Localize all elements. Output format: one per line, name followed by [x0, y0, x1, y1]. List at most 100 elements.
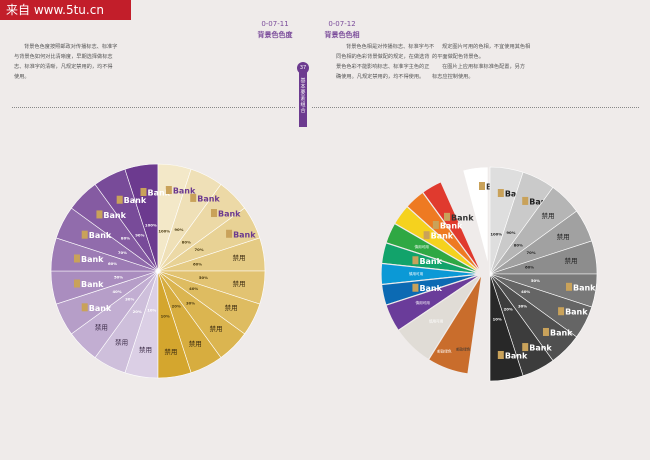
brand-mark-icon: [210, 209, 217, 218]
ring-percent-label: 80%: [121, 235, 130, 240]
para-line: 与背景色如何对比清晰度，早期选择做标志: [14, 54, 113, 60]
brand-word: Bank: [103, 211, 126, 220]
ring-percent-label: 10%: [147, 308, 156, 313]
dotted-divider-left: [12, 107, 295, 108]
forbidden-label: 禁用: [541, 212, 554, 220]
para-line: 使用。: [14, 74, 30, 80]
watermark-banner: 来自 www.5tu.cn: [0, 0, 131, 20]
brand-logo-on-gold: Bank: [190, 193, 220, 203]
brand-word: Bank: [550, 328, 573, 337]
brand-mark-icon: [165, 186, 172, 195]
forbidden-label: 禁用: [564, 257, 577, 265]
brand-mark-icon: [412, 256, 419, 265]
brand-mark-icon: [522, 196, 529, 205]
forbidden-label: 禁用: [139, 346, 152, 354]
brand-word: Bank: [529, 197, 552, 206]
ring-percent-label: 20%: [133, 309, 142, 314]
para-line: 志、标准字的清晰，凡规定禁用的，均不得: [14, 64, 113, 70]
page-number-badge: 37: [297, 62, 309, 74]
ring-percent-label: 20%: [504, 307, 513, 312]
para-line: 标志应控制使用。: [432, 74, 474, 80]
para-line: 确使用。凡规定禁用的，均不得使用。: [336, 74, 425, 80]
brand-word: Bank: [529, 344, 552, 353]
gold-tint-slice: [157, 270, 192, 379]
brand-mark-icon: [81, 230, 88, 239]
ring-percent-label: 80%: [514, 243, 523, 248]
forbidden-label: 禁用: [209, 325, 222, 333]
brand-mark-icon: [423, 231, 430, 240]
brand-mark-icon: [73, 254, 80, 263]
brand-word: Bank: [89, 304, 112, 313]
brand-word: Bank: [451, 213, 474, 222]
para-line: 在图片上应用标准标准色配置，另方: [442, 64, 526, 70]
hue-slice: [427, 273, 483, 375]
brand-logo-on-gold: Bank: [165, 186, 196, 196]
ring-percent-label: 70%: [194, 247, 203, 252]
section-code-left: 0-07-11: [261, 20, 289, 28]
ring-percent-label: 30%: [186, 301, 195, 306]
ring-percent-label: 90%: [135, 232, 144, 237]
brand-word: Bank: [419, 257, 442, 266]
brand-word: Bank: [419, 284, 442, 293]
forbidden-label: 禁用: [189, 340, 202, 348]
brand-mark-icon: [444, 212, 450, 221]
brand-mark-icon: [497, 189, 504, 198]
brand-mark-icon: [558, 307, 565, 316]
brand-logo-on-gray: Bank: [522, 343, 552, 353]
ring-percent-label: 80%: [182, 240, 191, 245]
forbidden-label: 禁用: [95, 324, 108, 332]
ring-percent-label: 40%: [189, 286, 198, 291]
hue-caution-label: 慎用可用: [415, 244, 430, 249]
brand-logo-on-purple: Bank: [73, 279, 104, 289]
section-title-right: 背景色色相: [324, 31, 360, 39]
ring-percent-label: 70%: [526, 250, 535, 255]
brand-logo-on-hue: Bank: [423, 231, 454, 241]
ring-percent-label: 70%: [118, 250, 127, 255]
brand-logo-on-hue: Bank: [444, 212, 474, 222]
ring-percent-label: 50%: [531, 278, 540, 283]
paragraph-middle: 背景色色相是对传播标志、标准字与不 同色相的色彩背景做配的规定，在做选背 景色色…: [336, 42, 434, 82]
brand-mark-icon: [565, 282, 572, 291]
spine-label: 基本要素组合: [300, 78, 306, 114]
section-code-right: 0-07-12: [328, 20, 356, 28]
ring-percent-label: 60%: [193, 262, 202, 267]
forbidden-label: 禁用: [164, 348, 177, 356]
ring-percent-label: 100%: [158, 228, 170, 233]
para-line: 规定图片可用的色相，不宜使用其色相: [442, 44, 531, 50]
brand-logo-on-hue: Bank: [432, 220, 463, 230]
hue-bottom-label: 邮政绿色: [437, 348, 452, 353]
forbidden-label: 禁用: [225, 304, 238, 312]
ring-percent-label: 90%: [174, 227, 183, 232]
brand-mark-icon: [432, 220, 439, 229]
brand-word: Bank: [89, 231, 112, 240]
forbidden-label: 禁用: [232, 254, 245, 262]
brand-word: Bank: [81, 280, 104, 289]
brand-mark-icon: [226, 229, 233, 238]
brand-logo-on-purple: Bank: [81, 230, 112, 240]
ring-percent-label: 40%: [521, 289, 530, 294]
brand-word: Bank: [173, 187, 196, 196]
brand-logo-on-gray: Bank: [542, 327, 573, 337]
spine-tab: [299, 72, 307, 127]
para-line: 景色色彩不能影响标志、标准字主色的正: [336, 64, 430, 70]
brand-mark-icon: [412, 283, 419, 292]
brand-logo-on-hue: Bank: [412, 283, 443, 293]
forbidden-label: 禁用: [557, 233, 570, 241]
paragraph-left: 背景色色度按照邮政对传播标志、标准字 与背景色如何对比清晰度，早期选择做标志 志…: [14, 42, 117, 82]
brand-mark-icon: [96, 210, 103, 219]
hue-caution-label: 慎用可用: [415, 300, 430, 305]
paragraph-right: 规定图片可用的色相，不宜使用其色相 的平面做配色背景色。 在图片上应用标准标准色…: [432, 42, 530, 82]
brand-logo-on-purple: Bank: [81, 303, 112, 313]
hue-bottom-label: 邮政绿色: [456, 347, 471, 352]
ring-percent-label: 50%: [114, 274, 123, 279]
para-line: 背景色色相是对传播标志、标准字与不: [346, 44, 435, 50]
para-line: 同色相的色彩背景做配的规定，在做选背: [336, 54, 430, 60]
para-line: 的平面做配色背景色。: [432, 54, 484, 60]
brand-mark-icon: [81, 303, 88, 312]
forbidden-label: 禁用: [232, 280, 245, 288]
ring-percent-label: 60%: [108, 261, 117, 266]
ring-percent-label: 40%: [112, 289, 121, 294]
section-title-left: 背景色色度: [257, 31, 293, 39]
brand-word: Bank: [124, 196, 147, 205]
